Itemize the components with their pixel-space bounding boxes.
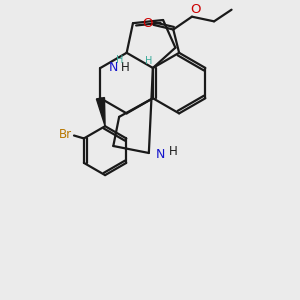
Text: H: H [145, 56, 152, 66]
Text: O: O [142, 17, 153, 30]
Text: H: H [169, 145, 178, 158]
Text: O: O [190, 3, 201, 16]
Polygon shape [96, 98, 105, 126]
Text: Br: Br [59, 128, 72, 141]
Text: N: N [109, 61, 119, 74]
Text: H: H [121, 61, 130, 74]
Text: N: N [156, 148, 165, 161]
Text: H: H [116, 55, 123, 65]
